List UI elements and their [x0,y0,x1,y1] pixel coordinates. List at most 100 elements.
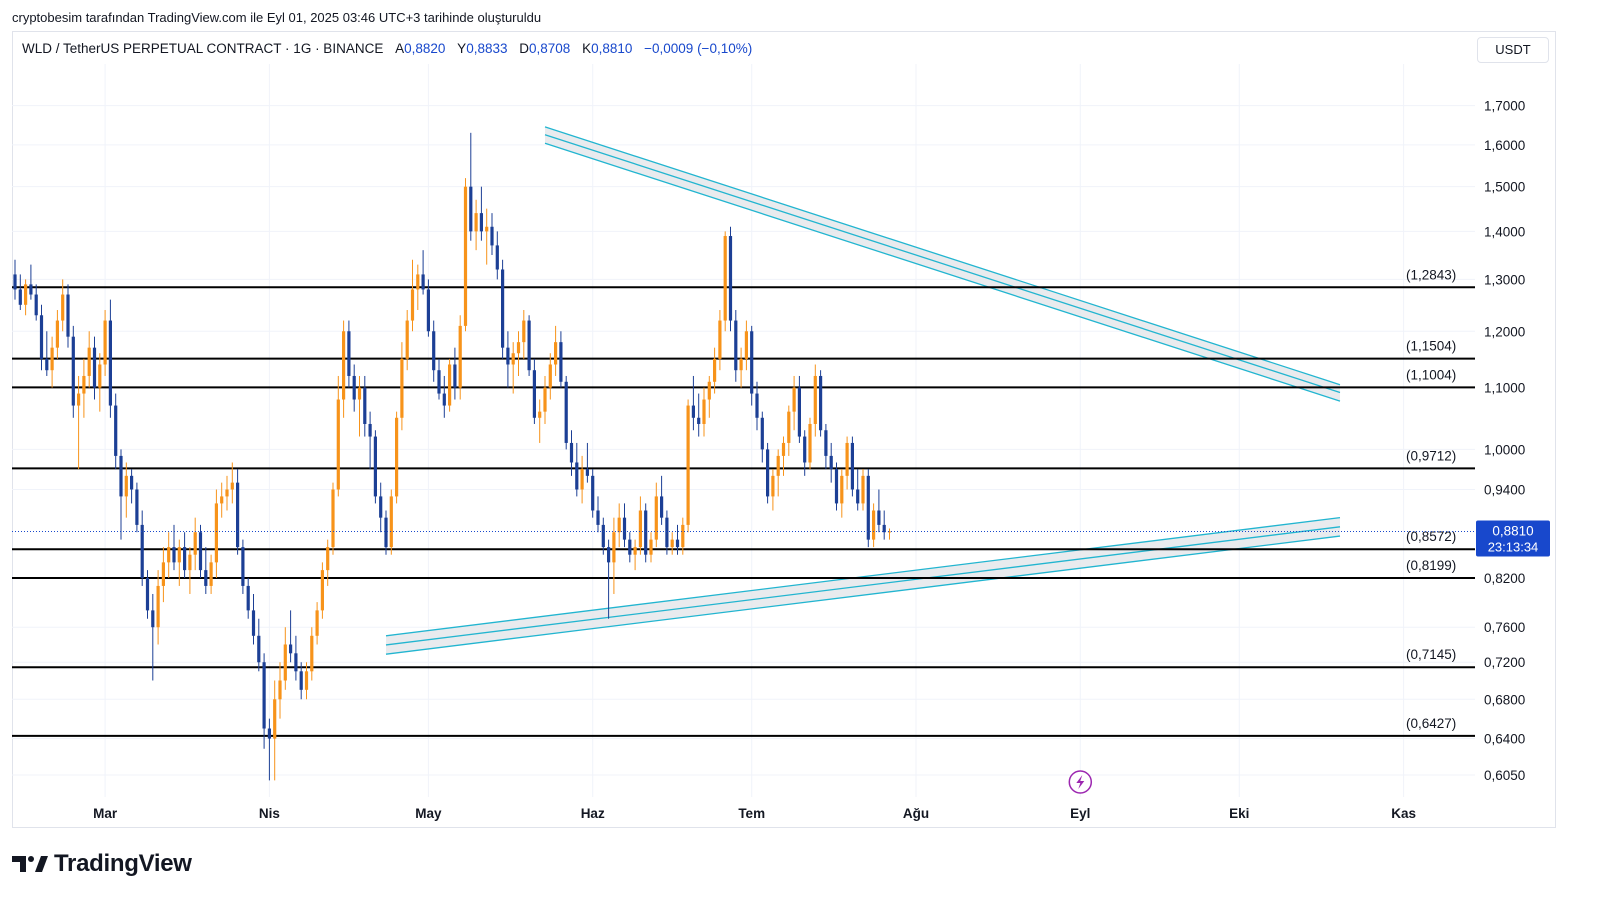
candle [739,347,743,388]
candle [633,539,637,571]
level-label: (0,6427) [1406,716,1456,731]
candle [220,482,224,518]
candle-body [61,294,65,321]
candle [697,393,701,437]
candle [591,469,595,518]
candle [527,315,531,376]
y-tick-label: 1,4000 [1484,224,1525,239]
candle [426,279,430,337]
candle [665,510,669,555]
candle [13,259,17,300]
candle [119,449,123,540]
symbol-title[interactable]: WLD / TetherUS PERPETUAL CONTRACT · 1G ·… [22,41,384,56]
candle [797,375,801,443]
candle-body [612,532,616,563]
candle [458,315,462,400]
candle [262,653,266,749]
candle [474,199,478,251]
candle [55,310,59,359]
candle [644,503,648,563]
candle-body [713,358,717,382]
candle [453,347,457,400]
candle-body [24,284,28,305]
candle [45,331,49,376]
candle-body [638,510,642,548]
candle [850,436,854,497]
candle [92,336,97,400]
candle [702,387,706,437]
y-tick-label: 1,1000 [1484,381,1525,396]
candle [469,132,473,241]
candles [13,132,892,781]
tradingview-logo-icon [12,856,48,872]
x-tick-label: May [415,806,442,821]
candle-body [522,320,526,343]
grid-lines [12,64,1475,797]
candle-body [188,554,192,571]
candle-body [607,547,611,563]
candle [368,411,372,470]
candle [760,411,764,463]
trend-channels [385,126,1341,655]
candle-body [516,342,521,354]
candle-body [660,496,664,518]
tradingview-logo[interactable]: TradingView [12,850,192,878]
candle [485,208,489,265]
descending-resistance-line-0 [544,126,1341,386]
candle [638,496,642,555]
candle [289,610,293,663]
candle [495,231,499,280]
candle [50,336,54,388]
candle [299,662,303,700]
candle-body [34,294,38,316]
candle-body [50,347,54,371]
chart-caption: cryptobesim tarafından TradingView.com i… [12,10,542,25]
candle-body [617,517,621,533]
tradingview-wordmark: TradingView [54,850,192,877]
candle-body [257,635,261,663]
candle-body [543,387,547,412]
candle [713,347,717,394]
candle-body [633,547,637,555]
candle-body [887,531,892,533]
candle [140,510,144,586]
candle-body [559,342,563,382]
candle-body [209,562,213,586]
candle [342,320,346,418]
candle-body [347,331,351,376]
candle-body [463,186,468,326]
candle [766,442,770,504]
candle-body [283,644,287,681]
descending-resistance-line-2 [544,142,1341,402]
candle-body [781,442,786,456]
candle [87,331,91,388]
candle-body [379,496,383,518]
candle-body [538,411,542,418]
time-axis[interactable]: Mar Nis May Haz Tem Ağu Eyl Eki Kas [93,806,1416,821]
candle [559,331,563,388]
candle [548,353,552,400]
candle-body [442,393,446,406]
candle [357,375,362,437]
candle-body [204,570,208,586]
candle-body [119,455,123,497]
candle [506,331,510,388]
candle [66,284,70,348]
candle-body [707,381,711,400]
price-axis[interactable]: 1,7000 1,6000 1,5000 1,4000 1,3000 1,2000 1,10… [1484,99,1525,783]
candle-body [156,585,160,628]
candle [448,358,452,412]
candle-body [829,455,833,470]
currency-button[interactable]: USDT [1477,37,1549,63]
candle [225,475,229,511]
candle-body [236,482,240,548]
candle-body [342,331,346,400]
candle [183,532,187,578]
candle-body [273,699,277,739]
candle-body [824,430,828,456]
candle [267,718,271,781]
candle-body [766,449,770,497]
chart-frame [12,31,1556,828]
